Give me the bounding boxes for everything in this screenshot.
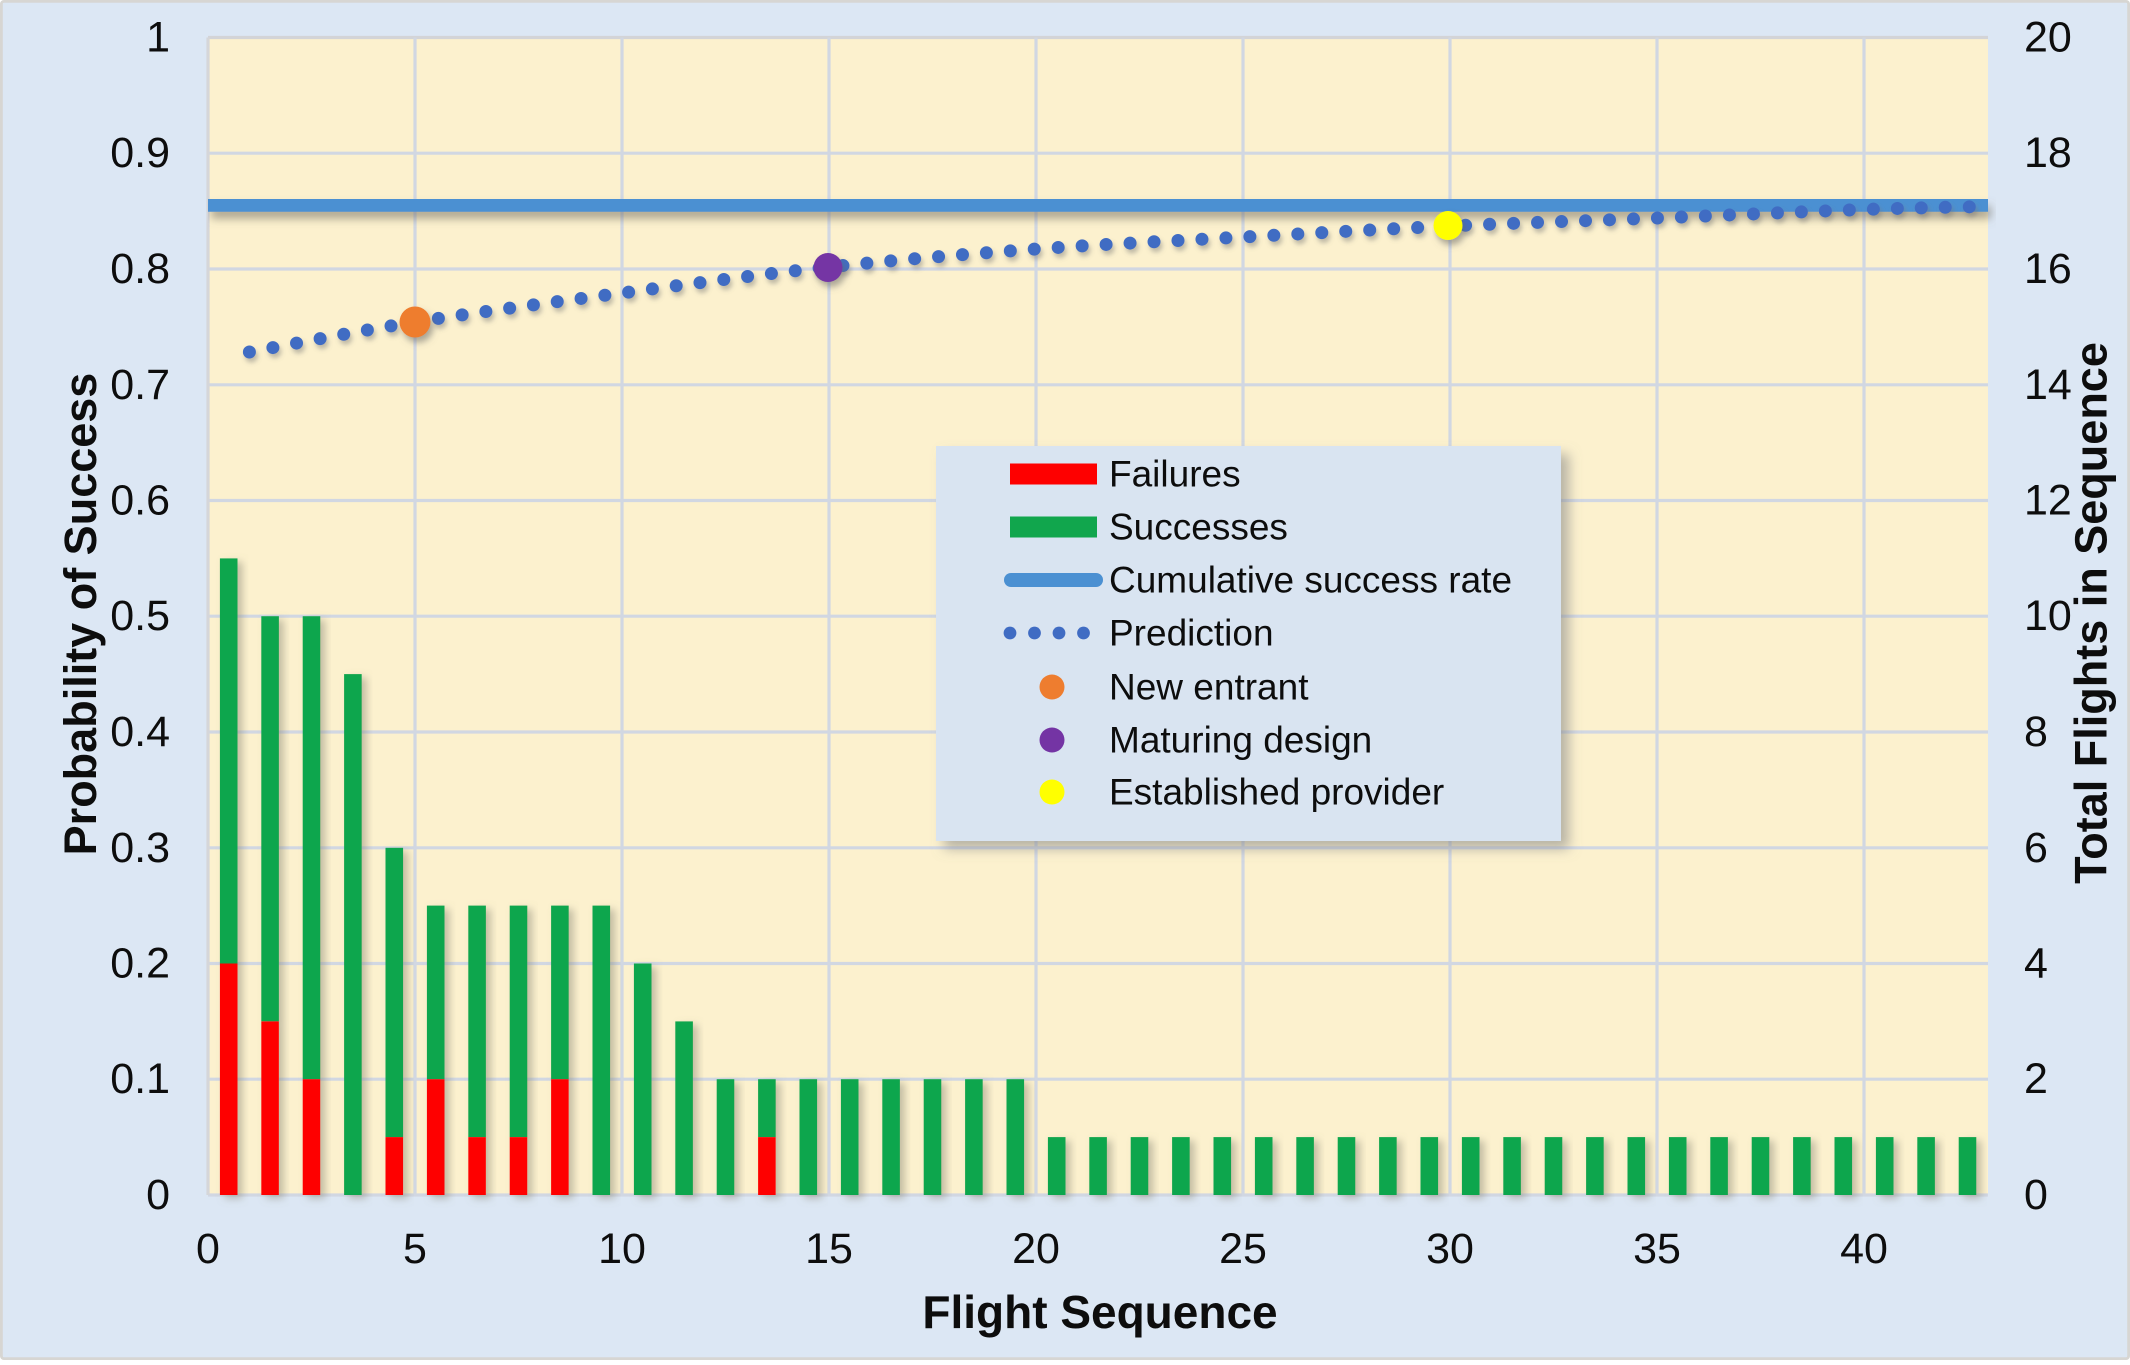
svg-text:4: 4 [2024, 940, 2048, 988]
svg-text:1: 1 [146, 14, 170, 62]
svg-text:10: 10 [2024, 592, 2072, 640]
svg-text:0: 0 [2024, 1171, 2048, 1219]
svg-text:0.9: 0.9 [110, 129, 170, 177]
svg-text:25: 25 [1219, 1225, 1267, 1273]
svg-text:Successes: Successes [1109, 507, 1288, 548]
svg-text:Maturing design: Maturing design [1109, 720, 1372, 761]
svg-text:0.2: 0.2 [110, 940, 170, 988]
svg-text:40: 40 [1840, 1225, 1888, 1273]
svg-text:10: 10 [598, 1225, 646, 1273]
svg-text:0.7: 0.7 [110, 361, 170, 409]
svg-text:Flight Sequence: Flight Sequence [922, 1286, 1277, 1338]
svg-text:6: 6 [2024, 824, 2048, 872]
svg-text:8: 8 [2024, 708, 2048, 756]
svg-text:0: 0 [146, 1171, 170, 1219]
svg-text:0.4: 0.4 [110, 708, 170, 756]
svg-text:0.5: 0.5 [110, 592, 170, 640]
svg-text:Prediction: Prediction [1109, 613, 1274, 654]
svg-text:Failures: Failures [1109, 454, 1241, 495]
svg-text:0.6: 0.6 [110, 477, 170, 525]
svg-text:14: 14 [2024, 361, 2072, 409]
svg-text:35: 35 [1633, 1225, 1681, 1273]
svg-text:30: 30 [1426, 1225, 1474, 1273]
svg-text:5: 5 [403, 1225, 427, 1273]
svg-text:0: 0 [196, 1225, 220, 1273]
svg-text:Cumulative success rate: Cumulative success rate [1109, 560, 1512, 601]
svg-text:12: 12 [2024, 477, 2072, 525]
svg-text:18: 18 [2024, 129, 2072, 177]
svg-text:20: 20 [1012, 1225, 1060, 1273]
svg-text:0.3: 0.3 [110, 824, 170, 872]
svg-text:New entrant: New entrant [1109, 667, 1309, 708]
svg-text:16: 16 [2024, 245, 2072, 293]
svg-text:15: 15 [805, 1225, 853, 1273]
svg-text:20: 20 [2024, 14, 2072, 62]
svg-text:Total Flights in Sequence: Total Flights in Sequence [2066, 342, 2117, 884]
svg-text:0.8: 0.8 [110, 245, 170, 293]
svg-text:Established provider: Established provider [1109, 772, 1444, 813]
svg-text:2: 2 [2024, 1055, 2048, 1103]
svg-text:0.1: 0.1 [110, 1055, 170, 1103]
svg-text:Probability of Success: Probability of Success [55, 373, 106, 856]
